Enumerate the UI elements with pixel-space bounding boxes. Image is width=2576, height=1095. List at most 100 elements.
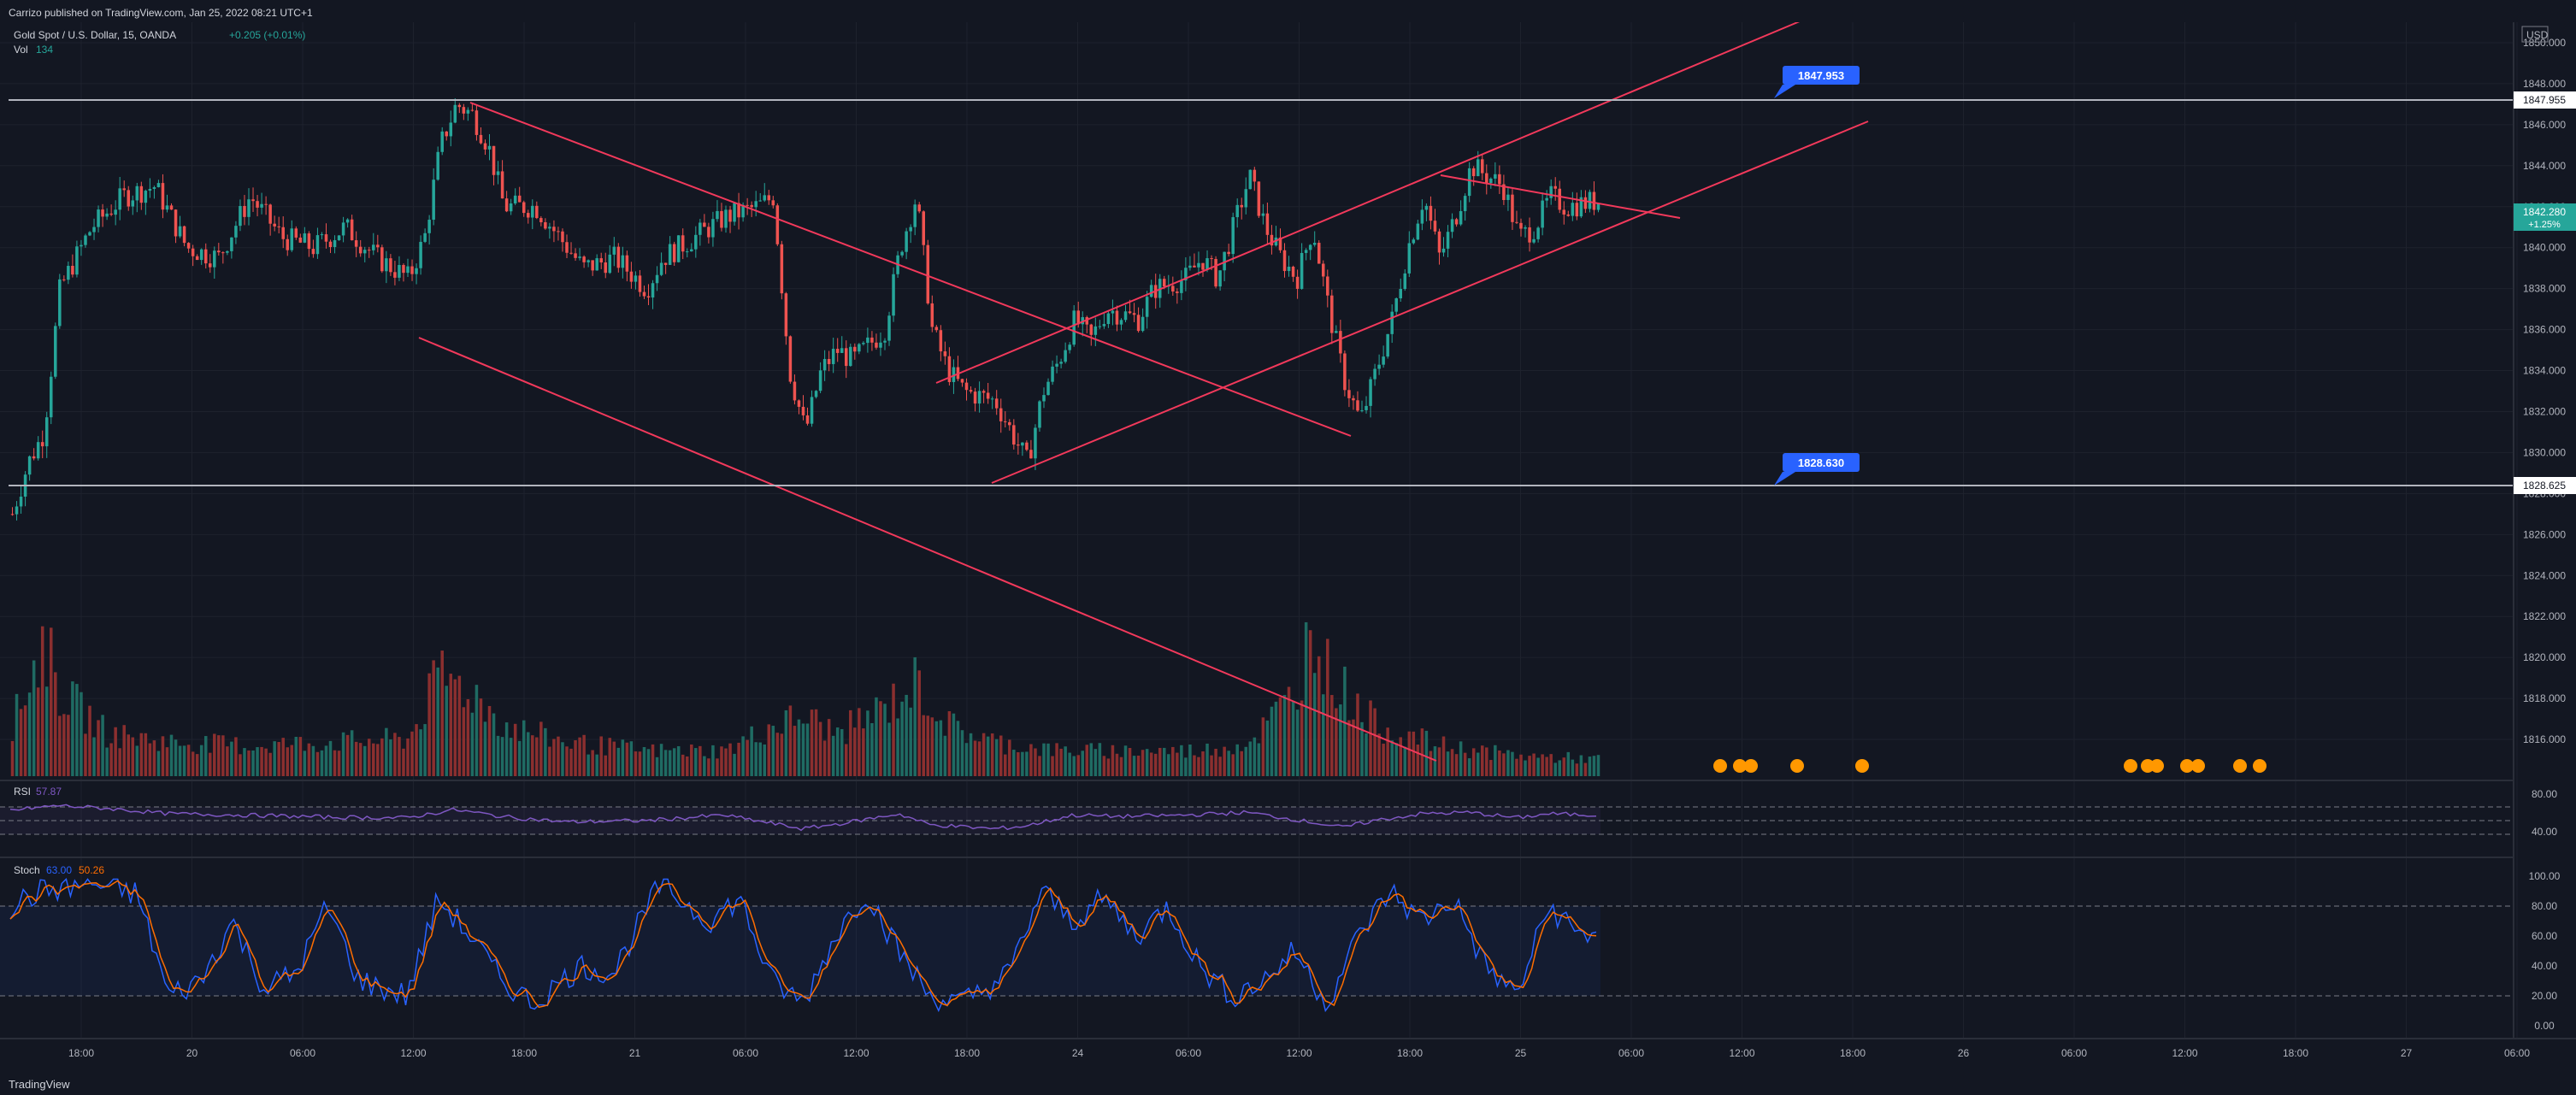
candle-body [1248, 169, 1253, 190]
volume-bar [1068, 752, 1071, 776]
candle-body [1102, 324, 1106, 327]
volume-bar [608, 738, 612, 776]
candle-body [1519, 222, 1523, 229]
volume-bar [1003, 754, 1007, 776]
candle-body [905, 231, 908, 252]
volume-bar [952, 713, 956, 776]
volume-bar [930, 717, 934, 776]
x-tick-label: 18:00 [1397, 1047, 1423, 1059]
candle-body [892, 274, 895, 316]
candle-body [793, 381, 797, 401]
volume-bar [303, 751, 307, 776]
volume-bar [1429, 751, 1433, 776]
candle-body [866, 337, 869, 344]
rsi-value: 57.87 [36, 786, 62, 798]
volume-bar [638, 751, 642, 776]
axis-last-price-text: 1842.280 [2523, 206, 2566, 218]
candle-body [109, 213, 113, 215]
volume-bar [1257, 743, 1261, 776]
candle-body [913, 204, 917, 227]
volume-bar [994, 739, 999, 776]
currency-box[interactable] [2521, 26, 2549, 43]
volume-bar [1549, 754, 1553, 776]
event-flag-icon [1790, 759, 1804, 773]
candle-body [784, 293, 788, 337]
candle-body [1128, 311, 1132, 314]
candle-body [440, 131, 444, 152]
candle-body [406, 266, 410, 274]
y-tick-label: 1818.000 [2523, 692, 2566, 704]
y-tick-label: 1848.000 [2523, 78, 2566, 90]
candle-body [1536, 227, 1540, 239]
candle-body [591, 260, 594, 271]
volume-bar [264, 748, 268, 776]
event-flag-icon [1733, 759, 1747, 773]
event-flag-icon [2124, 759, 2137, 773]
candle-body [1265, 213, 1270, 235]
volume-bar [118, 748, 121, 776]
volume-bar [875, 697, 878, 776]
volume-bar [1012, 750, 1016, 776]
candle-body [148, 189, 152, 191]
candle-body [247, 199, 251, 217]
volume-bar [1321, 694, 1325, 776]
candle-body [1433, 221, 1437, 232]
volume-bar [475, 685, 479, 776]
candle-body [909, 227, 912, 232]
volume-bar [1399, 737, 1403, 776]
candle-body [337, 235, 341, 240]
volume-bar [964, 743, 969, 776]
volume-bar [758, 742, 762, 776]
volume-bar [676, 745, 681, 776]
event-icons[interactable] [1713, 759, 2267, 773]
volume-bar [226, 746, 229, 776]
volume-bar [182, 745, 186, 776]
candle-body [15, 506, 19, 515]
candle-body [1494, 174, 1497, 179]
candle-body [385, 258, 388, 272]
volume-bar [1536, 757, 1540, 776]
candle-body [1592, 191, 1596, 210]
volume-bar [711, 745, 715, 776]
volume-bar [1317, 656, 1321, 776]
volume-bar [780, 733, 784, 776]
volume-bar [1541, 754, 1544, 776]
volume-bar [367, 739, 371, 776]
level-high-badge[interactable] [1783, 66, 1860, 85]
candle-body [239, 205, 242, 227]
volume-bar [699, 745, 702, 776]
candle-body [1321, 263, 1325, 277]
y-tick-label: 1834.000 [2523, 365, 2566, 377]
volume-bar [294, 736, 298, 776]
volume-bar [239, 754, 242, 776]
volume-bar [922, 715, 926, 776]
volume-bar [1511, 751, 1514, 776]
candle-body [191, 248, 195, 256]
candle-body [1420, 209, 1424, 224]
level-low-badge[interactable] [1783, 453, 1860, 472]
volume-bar [1571, 759, 1575, 776]
volume-bar [462, 707, 466, 776]
candle-body [638, 275, 642, 292]
volume-bar [754, 742, 757, 776]
volume-bar [733, 753, 736, 776]
candle-body [1012, 425, 1016, 445]
volume-bar [1167, 754, 1170, 776]
volume-bar [169, 734, 174, 776]
stoch-pane: 100.00 80.00 60.00 40.00 20.00 0.00 [0, 870, 2561, 1032]
candle-body [1021, 442, 1024, 446]
volume-bar [853, 727, 857, 776]
volume-bar [531, 735, 534, 776]
candle-body [818, 370, 822, 391]
volume-bar [281, 738, 285, 776]
candle-body [672, 244, 676, 262]
candle-body [960, 379, 964, 383]
candle-body [522, 202, 526, 214]
axis-last-price-box [2514, 203, 2576, 231]
candle-body [1072, 310, 1076, 345]
volume-bar [1416, 745, 1420, 776]
tradingview-logo[interactable]: TradingView [9, 1078, 70, 1091]
volume-bar [1235, 744, 1239, 776]
volume-bar [243, 748, 246, 776]
